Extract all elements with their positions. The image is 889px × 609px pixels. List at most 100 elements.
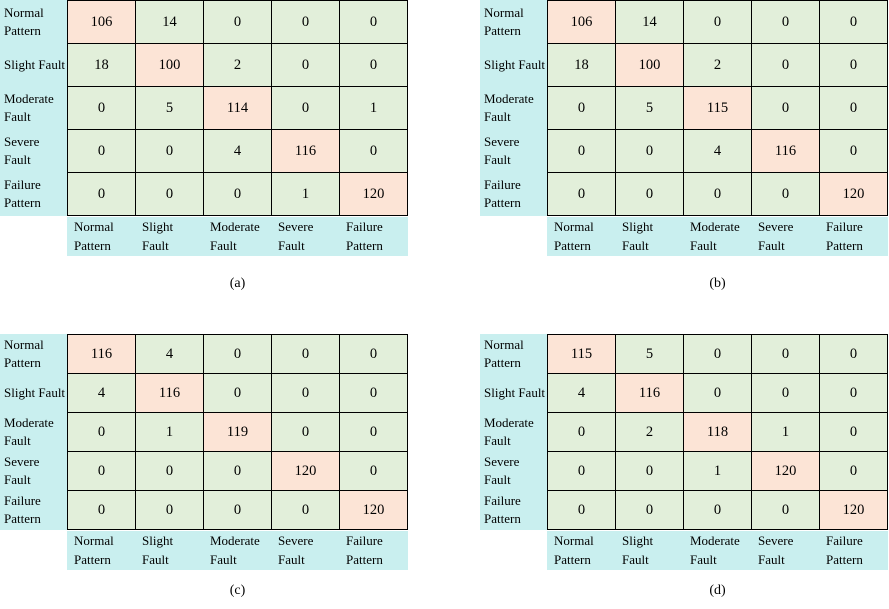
- matrix-cell-r0c2: 0: [204, 335, 272, 374]
- matrix-cell-r0c2: 0: [684, 335, 752, 374]
- matrix-cell-r1c1: 100: [616, 44, 684, 87]
- confusion-matrix-c: Normal Pattern Slight Fault Moderate Fault…: [0, 334, 408, 599]
- row-label-2: Moderate Fault: [4, 90, 54, 124]
- matrix-cell-r4c2: 0: [204, 173, 272, 216]
- matrix-cell-r3c1: 0: [136, 130, 204, 173]
- matrix-cell-r0c1: 4: [136, 335, 204, 374]
- matrix-d-col-labels: Normal Pattern Slight Fault Moderate Fault…: [547, 531, 888, 570]
- matrix-cell-r3c4: 0: [340, 130, 408, 173]
- matrix-c-grid: 116 4 0 0 0 4 116 0 0 0 0 1 119 0 0 0 0 0 120 0 0 0 0 0 120: [67, 334, 408, 530]
- matrix-cell-r4c3: 0: [752, 173, 820, 216]
- matrix-cell-r0c3: 0: [752, 335, 820, 374]
- matrix-cell-r2c4: 1: [340, 87, 408, 130]
- matrix-cell-r0c2: 0: [204, 1, 272, 44]
- matrix-cell-r2c0: 0: [548, 87, 616, 130]
- matrix-cell-r2c1: 2: [616, 413, 684, 452]
- matrix-cell-r1c2: 0: [684, 374, 752, 413]
- matrix-cell-r1c4: 0: [340, 374, 408, 413]
- matrix-cell-r2c3: 0: [272, 413, 340, 452]
- matrix-cell-r3c0: 0: [68, 130, 136, 173]
- matrix-cell-r0c3: 0: [272, 335, 340, 374]
- matrix-cell-r2c1: 1: [136, 413, 204, 452]
- row-label-3: Severe Fault: [4, 453, 40, 487]
- row-label-1: Slight Fault: [484, 384, 546, 400]
- matrix-cell-r3c2: 4: [684, 130, 752, 173]
- matrix-cell-r2c1: 5: [616, 87, 684, 130]
- matrix-d-caption: (d): [709, 583, 726, 598]
- matrix-cell-r0c4: 0: [820, 1, 888, 44]
- matrix-cell-r1c4: 0: [340, 44, 408, 87]
- matrix-b-row-labels: Normal Pattern Slight Fault Moderate Fault…: [480, 0, 547, 216]
- matrix-cell-r0c0: 106: [548, 1, 616, 44]
- row-label-4: Failure Pattern: [484, 492, 521, 526]
- row-label-2: Moderate Fault: [484, 90, 534, 124]
- matrix-cell-r2c2: 119: [204, 413, 272, 452]
- matrix-cell-r2c0: 0: [548, 413, 616, 452]
- confusion-matrix-b: Normal Pattern Slight Fault Moderate Fault…: [480, 0, 888, 292]
- matrix-cell-r1c3: 0: [752, 44, 820, 87]
- matrix-d-grid: 115 5 0 0 0 4 116 0 0 0 0 2 118 1 0 0 0 1 120 0 0 0 0 0 120: [547, 334, 888, 530]
- confusion-matrix-d: Normal Pattern Slight Fault Moderate Fault…: [480, 334, 888, 599]
- matrix-c-caption: (c): [229, 583, 246, 598]
- matrix-cell-r2c2: 118: [684, 413, 752, 452]
- matrix-cell-r2c2: 115: [684, 87, 752, 130]
- matrix-cell-r4c1: 0: [136, 173, 204, 216]
- matrix-cell-r1c0: 4: [548, 374, 616, 413]
- col-label-2: Moderate Fault: [690, 533, 740, 567]
- col-label-3: Severe Fault: [278, 533, 314, 567]
- matrix-d-row-labels: Normal Pattern Slight Fault Moderate Fault…: [480, 334, 547, 530]
- matrix-cell-r0c0: 116: [68, 335, 136, 374]
- col-label-4: Failure Pattern: [826, 219, 863, 253]
- matrix-cell-r3c0: 0: [548, 452, 616, 491]
- row-label-0: Normal Pattern: [4, 336, 44, 370]
- matrix-cell-r2c3: 1: [752, 413, 820, 452]
- matrix-cell-r3c3: 120: [752, 452, 820, 491]
- row-label-4: Failure Pattern: [4, 176, 41, 210]
- matrix-cell-r3c3: 116: [272, 130, 340, 173]
- matrix-cell-r2c1: 5: [136, 87, 204, 130]
- matrix-cell-r3c2: 1: [684, 452, 752, 491]
- matrix-cell-r2c4: 0: [340, 413, 408, 452]
- col-label-3: Severe Fault: [758, 219, 794, 253]
- matrix-cell-r4c0: 0: [68, 491, 136, 530]
- row-label-2: Moderate Fault: [4, 414, 54, 448]
- col-label-0: Normal Pattern: [74, 219, 114, 253]
- matrix-cell-r3c4: 0: [820, 452, 888, 491]
- col-label-2: Moderate Fault: [210, 533, 260, 567]
- matrix-cell-r3c0: 0: [68, 452, 136, 491]
- col-label-0: Normal Pattern: [74, 533, 114, 567]
- row-label-1: Slight Fault: [484, 56, 546, 72]
- matrix-a-grid: 106 14 0 0 0 18 100 2 0 0 0 5 114 0 1 0 0 4 116 0 0 0 0 1 120: [67, 0, 408, 216]
- matrix-cell-r0c4: 0: [340, 335, 408, 374]
- matrix-cell-r1c0: 18: [548, 44, 616, 87]
- matrix-cell-r1c0: 18: [68, 44, 136, 87]
- matrix-cell-r0c2: 0: [684, 1, 752, 44]
- matrix-cell-r4c2: 0: [204, 491, 272, 530]
- matrix-cell-r4c1: 0: [136, 491, 204, 530]
- row-label-0: Normal Pattern: [484, 336, 524, 370]
- matrix-cell-r0c1: 14: [136, 1, 204, 44]
- matrix-cell-r1c1: 116: [136, 374, 204, 413]
- matrix-cell-r3c4: 0: [820, 130, 888, 173]
- row-label-1: Slight Fault: [4, 56, 66, 72]
- matrix-cell-r4c3: 1: [272, 173, 340, 216]
- matrix-cell-r4c3: 0: [752, 491, 820, 530]
- matrix-cell-r1c4: 0: [820, 374, 888, 413]
- matrix-cell-r0c3: 0: [272, 1, 340, 44]
- matrix-cell-r0c1: 14: [616, 1, 684, 44]
- matrix-cell-r4c4: 120: [340, 491, 408, 530]
- matrix-cell-r2c0: 0: [68, 87, 136, 130]
- matrix-cell-r0c3: 0: [752, 1, 820, 44]
- col-label-1: Slight Fault: [142, 219, 174, 253]
- matrix-cell-r0c4: 0: [340, 1, 408, 44]
- matrix-cell-r1c0: 4: [68, 374, 136, 413]
- row-label-0: Normal Pattern: [4, 4, 44, 38]
- matrix-cell-r4c4: 120: [820, 491, 888, 530]
- col-label-3: Severe Fault: [758, 533, 794, 567]
- row-label-2: Moderate Fault: [484, 414, 534, 448]
- matrix-a-caption: (a): [229, 276, 246, 291]
- matrix-cell-r1c2: 2: [684, 44, 752, 87]
- matrix-cell-r4c2: 0: [684, 173, 752, 216]
- matrix-cell-r1c1: 116: [616, 374, 684, 413]
